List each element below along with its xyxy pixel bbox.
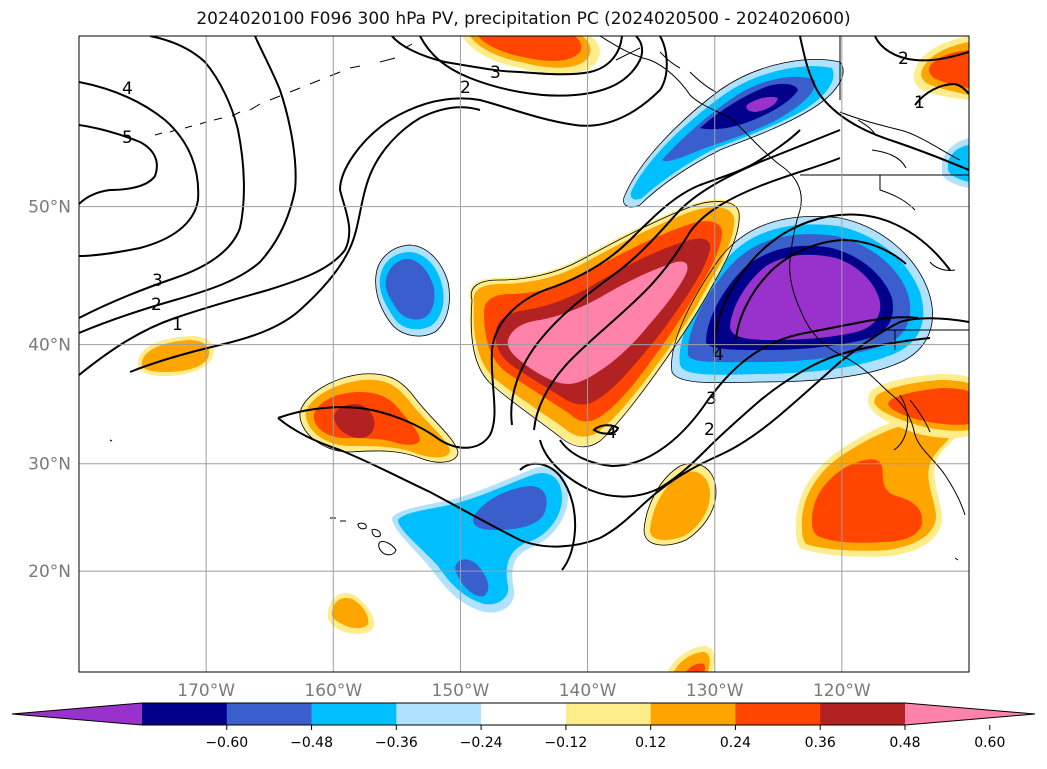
colorbar-tick-label: −0.48 xyxy=(290,735,333,751)
colorbar-tick-label: 0.12 xyxy=(635,735,666,751)
colorbar-tick-label: 0.48 xyxy=(889,735,920,751)
fill-mexico-positive xyxy=(795,374,969,557)
pv-label-2-east: 2 xyxy=(704,420,715,440)
fill-north-pacific-negative xyxy=(375,245,450,337)
map-frame xyxy=(78,35,970,673)
lat-tick-label: 20°N xyxy=(28,562,71,582)
pv-label-4-east: 4 xyxy=(713,345,724,365)
colorbar-segment xyxy=(820,703,906,725)
fill-bc-negative xyxy=(942,138,969,188)
pv-label-1-west: 1 xyxy=(172,315,183,335)
pv-label-3-north: 3 xyxy=(490,63,501,83)
pv-label-3-east: 3 xyxy=(706,389,717,409)
axis-tick-labels: 170°W 160°W 150°W 140°W 130°W 120°W 20°N 30°N 40… xyxy=(28,198,871,701)
colorbar-tick-label: −0.12 xyxy=(544,735,587,751)
colorbar-outline xyxy=(11,702,1036,726)
colorbar-segment xyxy=(481,703,567,725)
colorbar-tick-label: 0.24 xyxy=(720,735,751,751)
fill-california-negative xyxy=(671,216,933,383)
pv-label-4-west: 4 xyxy=(122,79,133,99)
colorbar-extend-high xyxy=(905,703,1035,725)
colorbar-tick-label: 0.60 xyxy=(974,735,1005,751)
colorbar-tick-label: −0.36 xyxy=(375,735,418,751)
pv-contours xyxy=(79,36,969,571)
precip-pc-fills xyxy=(137,36,969,672)
pv-label-1-ne: 1 xyxy=(914,93,925,113)
lon-tick-label: 160°W xyxy=(304,681,362,701)
lat-tick-label: 50°N xyxy=(28,198,71,218)
fill-alaska-negative xyxy=(623,59,844,207)
colorbar-extend-low xyxy=(12,703,142,725)
colorbar-segment xyxy=(226,703,313,725)
pv-label-2-ne: 2 xyxy=(898,49,909,69)
map-gridlines xyxy=(79,36,969,672)
pv-label-4-cutoff: 4 xyxy=(606,423,617,443)
colorbar-tick-label: −0.24 xyxy=(460,735,503,751)
pv-label-3-west: 3 xyxy=(152,271,163,291)
lat-tick-label: 40°N xyxy=(28,336,71,356)
lat-tick-label: 30°N xyxy=(28,455,71,475)
pv-contour-labels: 4 5 3 2 1 3 2 4 3 2 4 2 1 xyxy=(122,49,925,443)
colorbar-segment xyxy=(396,703,482,725)
fill-east-hawaii-positive xyxy=(644,463,716,546)
fill-ne-corner-positive xyxy=(913,36,969,100)
lon-tick-label: 120°W xyxy=(813,681,871,701)
chart-title: 2024020100 F096 300 hPa PV, precipitatio… xyxy=(196,9,851,29)
lon-tick-label: 130°W xyxy=(686,681,744,701)
fill-south-hawaii-positive xyxy=(327,592,375,634)
fill-nw-hawaii-positive xyxy=(299,373,458,463)
lon-tick-label: 140°W xyxy=(559,681,617,701)
colorbar-segment xyxy=(565,703,652,725)
pv-label-5-west: 5 xyxy=(122,128,133,148)
fill-hawaii-negative xyxy=(392,466,568,613)
fill-bottom-positive xyxy=(668,646,715,672)
colorbar-segment xyxy=(311,703,397,725)
colorbar-tick-label: −0.60 xyxy=(205,735,248,751)
pv-label-2-west: 2 xyxy=(151,295,162,315)
pv-label-2-north: 2 xyxy=(460,78,471,98)
colorbar: −0.60 −0.48 −0.36 −0.24 −0.12 0.12 0.24 0.36 0.4… xyxy=(11,702,1036,751)
colorbar-segment xyxy=(735,703,821,725)
islands xyxy=(109,43,959,561)
lon-tick-label: 150°W xyxy=(432,681,490,701)
lon-tick-label: 170°W xyxy=(177,681,235,701)
colorbar-segment xyxy=(650,703,736,725)
colorbar-segment xyxy=(142,703,228,725)
fill-alaska-gulf-positive xyxy=(462,36,600,75)
colorbar-tick-label: 0.36 xyxy=(805,735,836,751)
